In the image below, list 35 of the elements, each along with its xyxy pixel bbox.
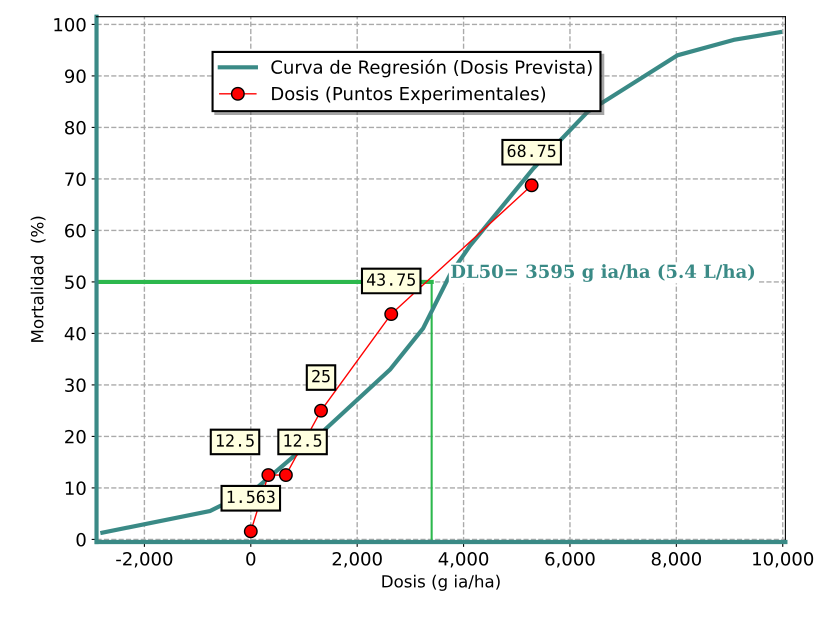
y-tick-label: 100: [54, 18, 86, 32]
y-tick-label: 0: [76, 532, 86, 547]
data-label: 43.75: [366, 273, 415, 286]
x-tick-label: 6,000: [545, 552, 595, 568]
point: [244, 524, 258, 538]
x-tick-label: 8,000: [652, 552, 701, 568]
x-tick-label: 0: [246, 552, 256, 566]
y-tick-label: 10: [66, 481, 86, 496]
y-tick-label: 90: [64, 69, 86, 84]
point: [278, 468, 293, 482]
y-tick-label: 20: [65, 430, 86, 444]
x-tick-label: -2,000: [116, 552, 172, 568]
y-axis-title: Mortalidad (%): [30, 216, 46, 342]
y-tick-label: 40: [64, 326, 86, 341]
legend-label: Dosis (Puntos Experimentales): [272, 86, 546, 104]
point: [314, 404, 328, 418]
y-tick-label: 50: [65, 275, 86, 290]
x-tick-label: 4,000: [438, 552, 488, 568]
data-label: 68.75: [508, 144, 556, 158]
y-tick-label: 80: [65, 120, 86, 135]
legend-label: Curva de Regresión (Dosis Prevista): [271, 59, 592, 78]
data-label: 12.5: [216, 434, 254, 447]
y-tick-label: 70: [65, 172, 86, 186]
point: [261, 468, 276, 482]
y-tick-label: 30: [65, 378, 86, 392]
data-label: 1.563: [228, 490, 275, 504]
x-tick-label: 10,000: [753, 552, 814, 568]
x-tick-label: 2,000: [332, 552, 382, 568]
data-label: 25: [312, 370, 330, 382]
y-tick-label: 60: [65, 224, 86, 238]
annotation: DL50= 3595 g ia/ha (5.4 L/ha): [451, 264, 754, 282]
data-label: 12.5: [284, 434, 322, 447]
point: [384, 307, 398, 322]
x-axis-title: Dosis (g ia/ha): [382, 574, 500, 591]
point: [524, 178, 539, 192]
